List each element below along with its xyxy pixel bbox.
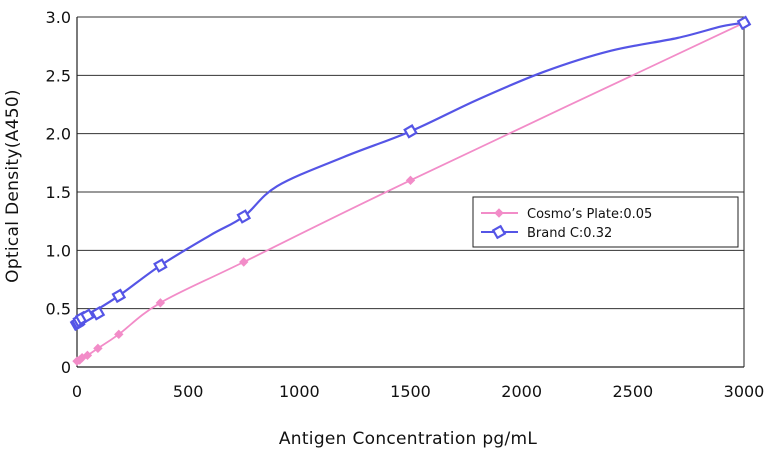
y-axis-title: Optical Density(A450) — [3, 89, 23, 283]
marker-series-2 — [153, 258, 168, 273]
marker-series-2 — [736, 15, 752, 31]
y-tick-label: 1.5 — [46, 183, 71, 202]
marker-series-1 — [93, 343, 103, 354]
marker-series-2 — [403, 124, 418, 139]
y-tick-label: 3.0 — [46, 8, 71, 27]
legend-entry: Cosmo’s Plate:0.05 — [481, 207, 652, 222]
gridlines — [77, 16, 744, 310]
marker-series-1 — [82, 350, 93, 361]
marker-series-1 — [405, 175, 416, 186]
x-tick-label: 0 — [72, 382, 82, 401]
y-tick-label: 1.0 — [46, 241, 71, 260]
marker-series-1 — [239, 257, 249, 267]
legend-entry: Brand C:0.32 — [481, 224, 612, 241]
x-tick-label: 500 — [173, 382, 204, 401]
x-tick-label: 1000 — [279, 382, 320, 401]
series-line — [76, 21, 745, 325]
legend-label: Cosmo’s Plate:0.05 — [527, 207, 652, 222]
legend-label: Brand C:0.32 — [527, 226, 612, 241]
marker-legend — [494, 208, 504, 218]
marker-series-1 — [114, 329, 124, 340]
marker-series-2 — [111, 288, 127, 304]
y-tick-labels: 0 0.5 1.0 1.5 2.0 2.5 3.0 — [46, 8, 71, 377]
legend: Cosmo’s Plate:0.05 Brand C:0.32 — [472, 196, 739, 248]
y-tick-label: 0.5 — [46, 300, 71, 319]
y-tick-label: 2.5 — [46, 66, 71, 85]
marker-series-2 — [90, 306, 106, 321]
series — [69, 15, 752, 366]
axes — [76, 17, 745, 368]
x-tick-labels: 0 500 1000 1500 2000 2500 3000 — [72, 382, 764, 401]
x-axis-title: Antigen Concentration pg/mL — [279, 429, 538, 449]
legend-box — [472, 196, 739, 248]
x-tick-label: 2000 — [501, 382, 542, 401]
x-tick-label: 2500 — [612, 382, 653, 401]
series-2 — [69, 15, 752, 332]
x-tick-label: 1500 — [390, 382, 431, 401]
x-tick-label: 3000 — [724, 382, 765, 401]
y-tick-label: 0 — [61, 358, 71, 377]
y-tick-label: 2.0 — [46, 125, 71, 144]
marker-legend — [491, 224, 507, 240]
marker-series-1 — [155, 298, 166, 308]
marker-series-2 — [236, 209, 252, 224]
marker-series-2 — [80, 308, 95, 323]
series-1 — [72, 18, 749, 366]
